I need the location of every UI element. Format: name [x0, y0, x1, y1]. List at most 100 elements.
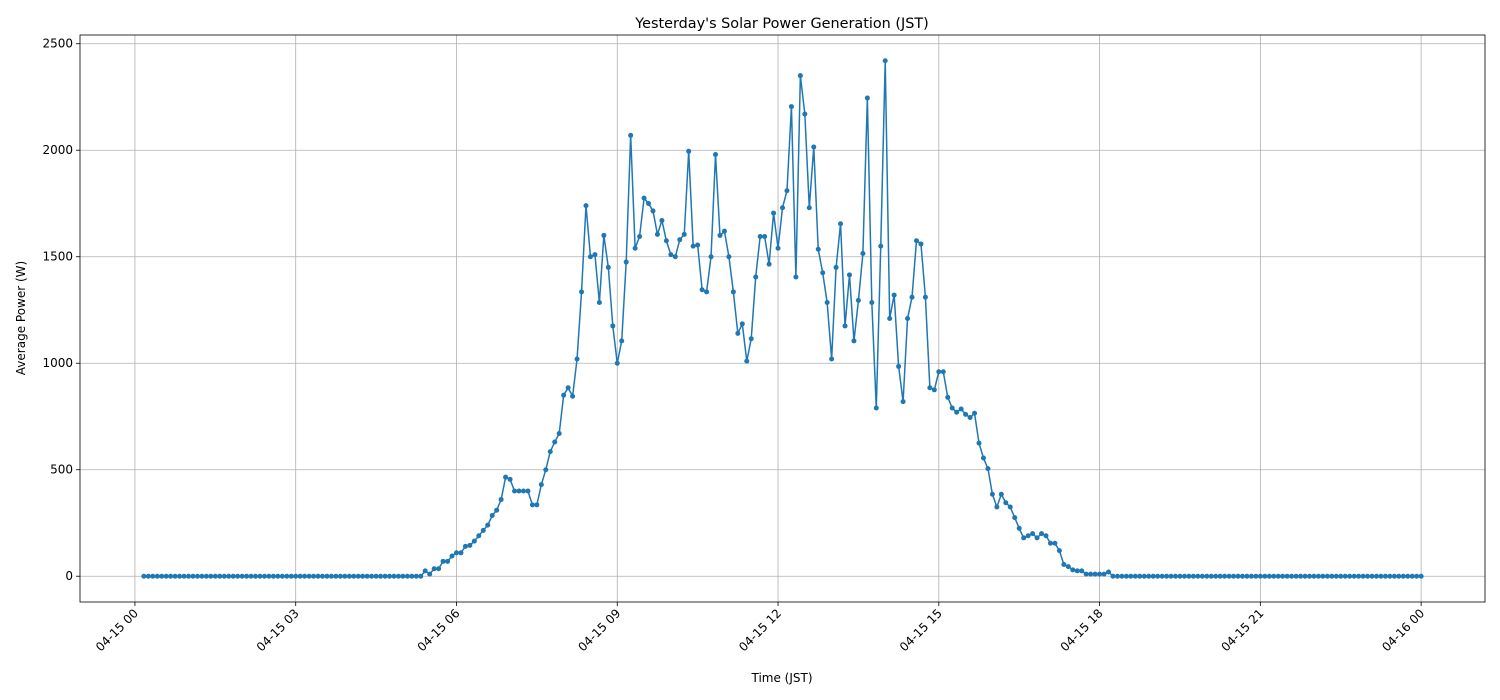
y-tick-label: 1500	[42, 250, 73, 264]
data-point	[681, 231, 687, 237]
data-point	[471, 538, 477, 544]
data-point	[1056, 548, 1062, 554]
data-point	[949, 405, 955, 411]
data-point	[498, 497, 504, 503]
data-point	[1137, 573, 1143, 579]
data-point	[632, 245, 638, 251]
data-point	[628, 132, 634, 138]
data-point	[1204, 573, 1210, 579]
data-point	[1088, 571, 1094, 577]
data-point	[1289, 573, 1295, 579]
data-point	[1012, 515, 1018, 521]
data-point	[404, 573, 410, 579]
y-tick-label: 2500	[42, 37, 73, 51]
data-point	[194, 573, 200, 579]
data-point	[775, 245, 781, 251]
data-point	[1070, 567, 1076, 573]
data-point	[1360, 573, 1366, 579]
data-point	[717, 232, 723, 238]
data-point	[324, 573, 330, 579]
data-point	[619, 338, 625, 344]
data-point	[1302, 573, 1308, 579]
data-point	[1342, 573, 1348, 579]
data-point	[369, 573, 375, 579]
data-point	[1266, 573, 1272, 579]
plot-frame	[79, 34, 1486, 603]
data-point	[873, 405, 879, 411]
data-point	[453, 550, 459, 556]
data-point	[998, 491, 1004, 497]
data-point	[565, 385, 571, 391]
data-point	[364, 573, 370, 579]
data-point	[503, 474, 509, 480]
data-point	[891, 292, 897, 298]
data-point	[623, 259, 629, 265]
data-point	[1378, 573, 1384, 579]
data-point	[909, 294, 915, 300]
data-point	[485, 522, 491, 528]
data-point	[1315, 573, 1321, 579]
data-point	[538, 482, 544, 488]
data-point	[1155, 573, 1161, 579]
data-point	[1177, 573, 1183, 579]
data-point	[512, 488, 518, 494]
data-point	[1150, 573, 1156, 579]
data-point	[713, 151, 719, 157]
data-point	[552, 439, 558, 445]
data-point	[864, 95, 870, 101]
data-point	[395, 573, 401, 579]
data-point	[927, 385, 933, 391]
data-point	[686, 148, 692, 154]
data-point	[1141, 573, 1147, 579]
y-tick-label: 500	[50, 463, 73, 477]
y-tick-label: 2000	[42, 143, 73, 157]
data-point	[1311, 573, 1317, 579]
data-point	[780, 205, 785, 211]
data-point	[592, 252, 598, 258]
data-point	[1253, 573, 1259, 579]
data-point	[141, 573, 147, 579]
data-point	[525, 488, 531, 494]
data-point	[820, 270, 826, 276]
data-point	[529, 502, 535, 508]
data-point	[244, 573, 250, 579]
data-point	[1039, 531, 1045, 537]
data-point	[797, 73, 803, 79]
data-point	[476, 533, 482, 539]
data-point	[1043, 533, 1049, 539]
data-point	[574, 356, 580, 362]
data-point	[1226, 573, 1232, 579]
data-point	[534, 502, 540, 508]
data-point	[793, 274, 799, 280]
data-point	[181, 573, 187, 579]
data-point	[1262, 573, 1268, 579]
data-point	[851, 338, 857, 344]
data-point	[1003, 500, 1009, 506]
data-point	[815, 246, 821, 252]
data-point	[1284, 573, 1290, 579]
data-point	[1159, 573, 1165, 579]
data-point	[654, 231, 660, 237]
data-point	[1213, 573, 1219, 579]
data-point	[1409, 573, 1415, 579]
data-point	[480, 527, 486, 533]
data-point	[1106, 569, 1112, 575]
data-point	[1275, 573, 1281, 579]
data-point	[753, 274, 759, 280]
data-point	[931, 387, 937, 393]
data-point	[1248, 573, 1254, 579]
chart-title: Yesterday's Solar Power Generation (JST)	[634, 16, 928, 32]
data-point	[1065, 564, 1071, 570]
data-point	[963, 411, 969, 417]
data-point	[1190, 573, 1196, 579]
data-point	[905, 316, 911, 321]
data-point	[1400, 573, 1406, 579]
data-point	[190, 573, 196, 579]
data-point	[744, 358, 750, 364]
data-point	[989, 491, 995, 497]
data-point	[547, 449, 553, 455]
data-point	[1173, 573, 1179, 579]
data-point	[1097, 571, 1103, 577]
data-point	[1298, 573, 1304, 579]
data-point	[413, 573, 419, 579]
